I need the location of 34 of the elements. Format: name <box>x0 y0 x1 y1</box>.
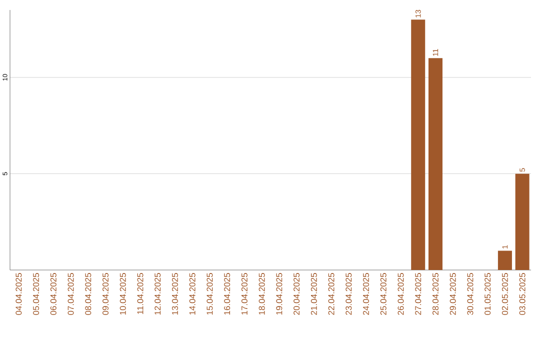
bar <box>515 174 530 270</box>
bar <box>411 20 426 270</box>
x-tick-label: 20.04.2025 <box>294 273 300 315</box>
x-tick-label: 18.04.2025 <box>258 273 265 315</box>
x-tick-label: 03.05.2025 <box>519 273 526 315</box>
x-tick-label: 25.04.2025 <box>380 273 386 315</box>
x-tick-label: 11.04.2025 <box>137 273 144 314</box>
x-tick-label: 24.04.2025 <box>363 273 370 315</box>
x-tick-label: 26.04.2025 <box>398 273 404 315</box>
x-tick-label: 29.04.2025 <box>450 273 456 315</box>
x-tick-label: 27.04.2025 <box>415 273 422 315</box>
x-tick-label: 08.04.2025 <box>85 273 92 315</box>
x-tick-label: 15.04.2025 <box>206 273 213 315</box>
x-tick-label: 04.04.2025 <box>16 273 22 315</box>
x-tick-label: 23.04.2025 <box>346 273 352 315</box>
x-tick-label: 16.04.2025 <box>224 273 230 315</box>
x-tick-label: 14.04.2025 <box>189 273 196 315</box>
x-tick-label: 13.04.2025 <box>172 273 178 315</box>
x-tick-label: 17.04.2025 <box>241 273 248 315</box>
x-tick-label: 28.04.2025 <box>432 273 438 315</box>
x-tick-label: 19.04.2025 <box>276 273 282 315</box>
x-tick-label: 07.04.2025 <box>68 273 74 315</box>
x-tick-label: 09.04.2025 <box>102 273 109 315</box>
x-tick-label: 22.04.2025 <box>328 273 334 315</box>
x-tick-label: 10.04.2025 <box>120 273 126 315</box>
x-tick-label: 06.04.2025 <box>50 273 56 315</box>
x-tick-label: 02.05.2025 <box>502 273 508 315</box>
x-tick-label: 05.04.2025 <box>33 273 40 315</box>
x-tick-label: 21.04.2025 <box>310 273 317 315</box>
bar <box>498 250 512 270</box>
x-tick-label: 30.04.2025 <box>467 273 474 315</box>
x-tick-label: 01.05.2025 <box>484 273 491 315</box>
x-tick-label: 12.04.2025 <box>154 273 161 315</box>
bar <box>428 58 442 270</box>
